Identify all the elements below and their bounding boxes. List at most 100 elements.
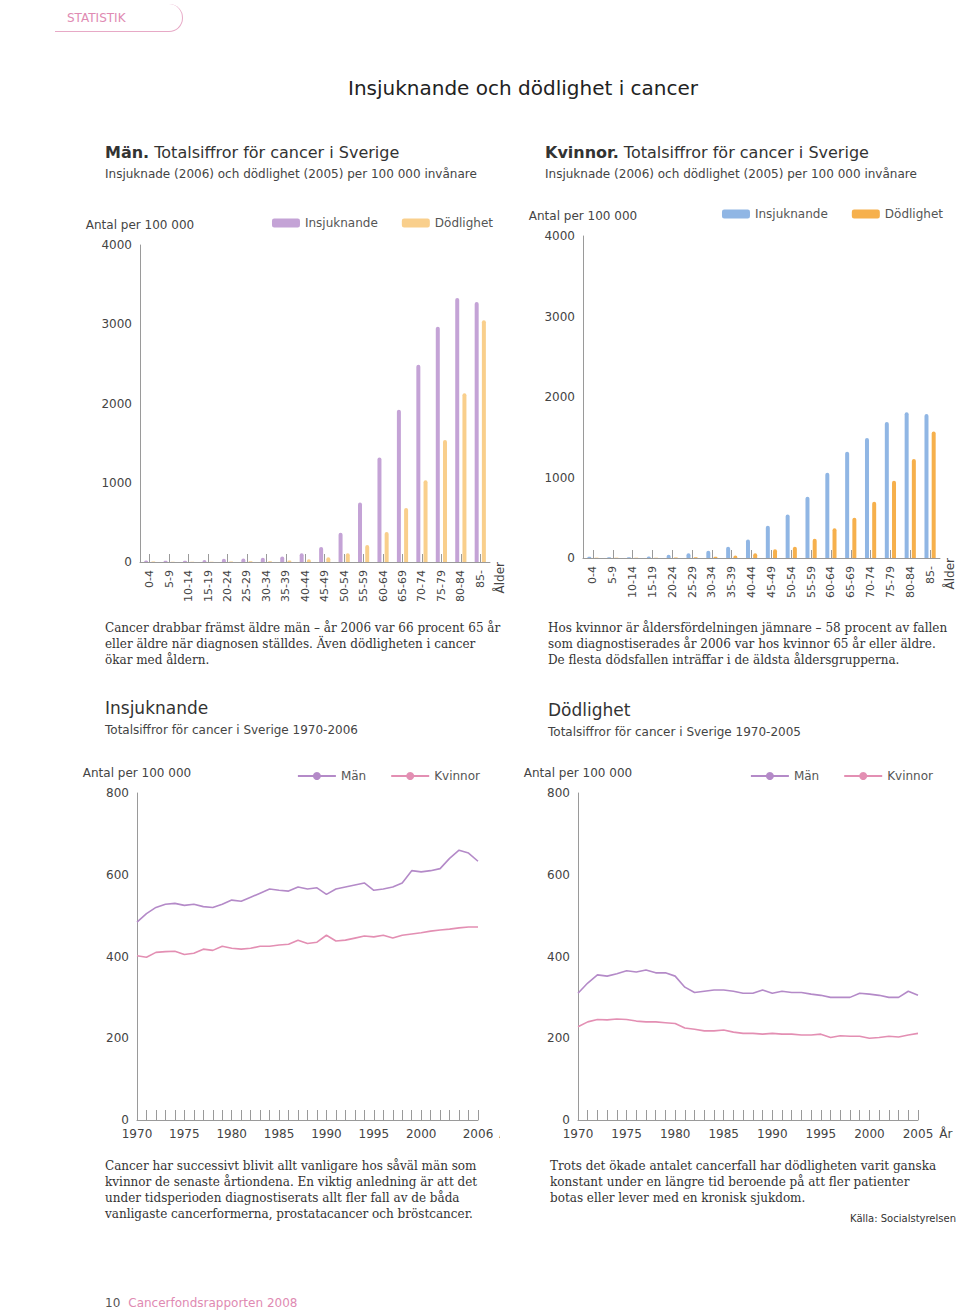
svg-text:2000: 2000: [406, 1127, 437, 1141]
svg-text:45-49: 45-49: [765, 566, 778, 598]
svg-text:0: 0: [121, 1113, 129, 1127]
svg-text:Män: Män: [341, 769, 366, 783]
svg-text:20-24: 20-24: [666, 566, 679, 598]
svg-text:0: 0: [567, 551, 575, 565]
svg-text:Dödlighet: Dödlighet: [435, 216, 493, 230]
svg-text:Antal per 100 000: Antal per 100 000: [83, 766, 191, 780]
svg-text:Antal per 100 000: Antal per 100 000: [86, 218, 194, 232]
svg-text:1000: 1000: [101, 476, 132, 490]
svg-text:75-79: 75-79: [435, 570, 448, 602]
svg-text:600: 600: [547, 868, 570, 882]
svg-text:1990: 1990: [757, 1127, 788, 1141]
svg-text:65-69: 65-69: [844, 566, 857, 598]
svg-text:1975: 1975: [611, 1127, 642, 1141]
html-text:Män. Totalsiffror för cancer i: Män. Totalsiffror för cancer i Sverige: [105, 143, 400, 162]
svg-text:0-4: 0-4: [143, 570, 156, 588]
svg-text:10-14: 10-14: [182, 570, 195, 602]
svg-text:0: 0: [124, 555, 132, 569]
svg-text:55-59: 55-59: [357, 570, 370, 602]
svg-text:800: 800: [547, 786, 570, 800]
svg-text:60-64: 60-64: [824, 566, 837, 598]
svg-text:80-84: 80-84: [454, 570, 467, 602]
svg-text:30-34: 30-34: [705, 566, 718, 598]
svg-text:5-9: 5-9: [606, 566, 619, 584]
svg-text:1990: 1990: [311, 1127, 342, 1141]
html-text:Cancer drabbar främst äldre mä: Cancer drabbar främst äldre män – år 200…: [105, 621, 501, 667]
svg-text:0: 0: [562, 1113, 570, 1127]
svg-text:4000: 4000: [101, 238, 132, 252]
svg-text:20-24: 20-24: [221, 570, 234, 602]
svg-text:5-9: 5-9: [163, 570, 176, 588]
html-text:Insjuknade (2006) och dödlighe: Insjuknade (2006) och dödlighet (2005) p…: [105, 167, 477, 181]
svg-text:70-74: 70-74: [864, 566, 877, 598]
svg-text:10-14: 10-14: [626, 566, 639, 598]
svg-text:35-39: 35-39: [725, 566, 738, 598]
svg-text:1975: 1975: [169, 1127, 200, 1141]
svg-text:15-19: 15-19: [202, 570, 215, 602]
svg-text:1995: 1995: [359, 1127, 390, 1141]
html-text:Cancer har successivt blivit a: Cancer har successivt blivit allt vanlig…: [105, 1159, 478, 1221]
svg-text:600: 600: [106, 868, 129, 882]
svg-text:Antal per 100 000: Antal per 100 000: [524, 766, 632, 780]
svg-text:0-4: 0-4: [586, 566, 599, 584]
html-text:Dödlighet: Dödlighet: [548, 700, 631, 720]
svg-text:800: 800: [106, 786, 129, 800]
svg-text:2006: 2006: [463, 1127, 494, 1141]
svg-text:75-79: 75-79: [884, 566, 897, 598]
svg-text:25-29: 25-29: [686, 566, 699, 598]
svg-text:1980: 1980: [216, 1127, 247, 1141]
html-text:STATISTIK: STATISTIK: [67, 11, 126, 25]
svg-text:80-84: 80-84: [904, 566, 917, 598]
svg-text:2005: 2005: [903, 1127, 934, 1141]
svg-text:2000: 2000: [854, 1127, 885, 1141]
svg-text:4000: 4000: [544, 229, 575, 243]
svg-text:1995: 1995: [806, 1127, 837, 1141]
svg-text:85-: 85-: [924, 566, 937, 584]
svg-text:1980: 1980: [660, 1127, 691, 1141]
svg-text:40-44: 40-44: [299, 570, 312, 602]
svg-text:2000: 2000: [101, 397, 132, 411]
svg-text:År: År: [939, 1126, 952, 1141]
svg-text:Ålder: Ålder: [492, 562, 507, 594]
svg-text:Män: Män: [794, 769, 819, 783]
html-text:Insjuknande: Insjuknande: [105, 698, 209, 718]
svg-text:1000: 1000: [544, 471, 575, 485]
html-text:Hos kvinnor är åldersfördelnin: Hos kvinnor är åldersfördelningen jämnar…: [548, 621, 948, 667]
html-text:Kvinnor. Totalsiffror för canc: Kvinnor. Totalsiffror för cancer i Sveri…: [545, 143, 869, 162]
svg-text:Insjuknande: Insjuknande: [755, 207, 828, 221]
svg-text:400: 400: [547, 950, 570, 964]
svg-text:60-64: 60-64: [377, 570, 390, 602]
svg-text:Kvinnor: Kvinnor: [887, 769, 933, 783]
svg-text:15-19: 15-19: [646, 566, 659, 598]
svg-text:1970: 1970: [563, 1127, 594, 1141]
svg-text:1985: 1985: [264, 1127, 295, 1141]
svg-text:2000: 2000: [544, 390, 575, 404]
html-text:Trots det ökade antalet cancer: Trots det ökade antalet cancerfall har d…: [550, 1159, 937, 1205]
svg-text:85-: 85-: [474, 570, 487, 588]
html-text:Insjuknade (2006) och dödlighe: Insjuknade (2006) och dödlighet (2005) p…: [545, 167, 917, 181]
svg-text:200: 200: [106, 1031, 129, 1045]
svg-text:35-39: 35-39: [279, 570, 292, 602]
svg-text:1970: 1970: [122, 1127, 153, 1141]
svg-text:40-44: 40-44: [745, 566, 758, 598]
svg-text:45-49: 45-49: [318, 570, 331, 602]
html-text:Totalsiffror för cancer i Sver: Totalsiffror för cancer i Sverige 1970-2…: [105, 723, 358, 737]
svg-text:70-74: 70-74: [415, 570, 428, 602]
svg-text:400: 400: [106, 950, 129, 964]
svg-text:55-59: 55-59: [805, 566, 818, 598]
svg-text:1985: 1985: [708, 1127, 739, 1141]
svg-text:25-29: 25-29: [240, 570, 253, 602]
svg-text:Antal per 100 000: Antal per 100 000: [529, 209, 637, 223]
svg-text:30-34: 30-34: [260, 570, 273, 602]
svg-text:50-54: 50-54: [785, 566, 798, 598]
html-text:Insjuknande och dödlighet i ca: Insjuknande och dödlighet i cancer: [348, 76, 698, 100]
svg-text:Ålder: Ålder: [942, 558, 957, 590]
svg-text:3000: 3000: [544, 310, 575, 324]
svg-text:Insjuknande: Insjuknande: [305, 216, 378, 230]
svg-text:50-54: 50-54: [338, 570, 351, 602]
svg-text:Dödlighet: Dödlighet: [885, 207, 943, 221]
svg-text:3000: 3000: [101, 317, 132, 331]
svg-text:65-69: 65-69: [396, 570, 409, 602]
svg-text:Kvinnor: Kvinnor: [434, 769, 480, 783]
svg-text:200: 200: [547, 1031, 570, 1045]
